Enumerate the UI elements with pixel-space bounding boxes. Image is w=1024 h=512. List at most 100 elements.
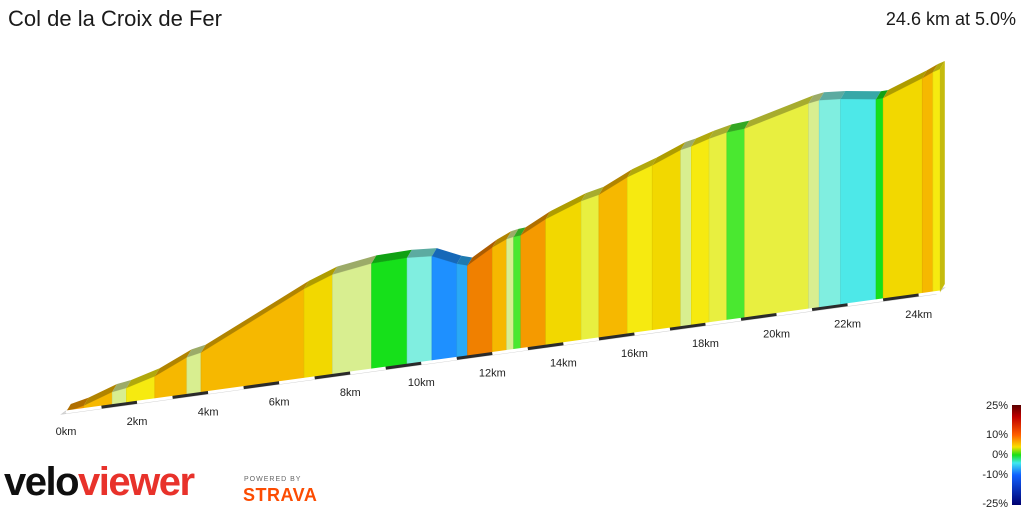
profile-ridge-1 [83,384,117,406]
axis-band-20 [776,308,813,316]
axis-band-10 [421,356,458,365]
axis-band-16 [634,327,671,336]
profile-segment-13 [467,246,493,358]
profile-segment-20 [598,176,628,340]
x-tick-label: 22km [834,319,861,331]
legend-label-25: 25% [986,400,1008,412]
profile-ridge-15 [506,228,519,240]
profile-segment-32 [882,77,923,301]
profile-segment-30 [840,98,877,307]
profile-ridge-14 [492,231,512,248]
profile-segment-28 [808,99,820,311]
profile-ridge-16 [513,227,526,237]
axis-band-17 [669,322,706,331]
profile-ridge-28 [808,92,825,104]
axis-band-3 [172,391,209,399]
axis-band-11 [456,351,493,360]
profile-segment-27 [744,102,809,320]
profile-ridge-31 [876,90,888,100]
profile-ridge-8 [332,255,377,275]
x-tick-label: 24km [905,309,932,321]
profile-segment-11 [431,255,458,363]
profile-ridge-21 [627,157,658,178]
x-tick-label: 12km [479,367,506,379]
axis-band-24 [918,290,941,297]
axis-band-23 [882,293,919,302]
gradient-segments [65,68,941,413]
profile-segment-15 [506,236,514,352]
profile-ridge-17 [520,211,551,236]
x-tick-label: 10km [408,377,435,389]
profile-segment-26 [726,128,745,322]
profile-ridge-9 [371,249,412,264]
veloviewer-logo: veloviewer [4,460,195,504]
chart-title: Col de la Croix de Fer [8,6,222,31]
profile-ridge [66,61,945,412]
profile-ridge-33 [922,64,938,79]
profile-segment-14 [492,238,507,354]
axis-band-4 [207,386,244,394]
profile-end-cap [940,61,945,293]
profile-ridge-18 [545,193,586,220]
profile-ridge-12 [456,255,473,266]
axis-band-2 [136,395,173,404]
axis-band-21 [811,303,848,312]
profile-ridge-10 [407,248,437,258]
axis-band-13 [527,342,564,351]
profile-segment-29 [818,98,841,309]
axis-band-1 [101,400,138,409]
legend-label-10: 10% [986,429,1008,441]
axis-band-7 [314,371,351,380]
profile-ridge-5 [186,344,206,358]
distance-axis [65,290,941,414]
x-tick-label: 8km [340,387,361,399]
legend-label-neg10: -10% [982,469,1008,481]
profile-segment-18 [545,200,582,347]
profile-segment-12 [456,263,468,359]
profile-segment-10 [406,255,433,366]
legend-label-neg25: -25% [982,498,1008,510]
profile-ridge-30 [840,90,881,100]
x-tick-label: 6km [269,397,290,409]
axis-band-14 [563,337,600,346]
profile-segment-33 [921,71,934,295]
profile-segment-23 [680,145,692,328]
profile-ridge-22 [652,141,686,166]
profile-segment-8 [332,263,372,376]
axis-band-0 [65,405,102,414]
profile-ridge-0 [66,397,89,412]
profile-segment-9 [371,257,408,371]
profile-segment-7 [303,274,333,380]
x-tick-label: 18km [692,338,719,350]
axis-band-12 [492,347,529,355]
x-tick-label: 20km [763,328,790,340]
profile-segment-24 [691,138,710,327]
profile-segment-19 [580,194,600,342]
distance-tick-labels: 0km 2km 4km 6km 8km 10km 12km 14km 16km 18km 20km 2… [56,309,933,438]
profile-segment-5 [186,352,202,396]
axis-band-18 [705,317,742,326]
axis-band-6 [278,376,315,385]
profile-ridge-19 [581,186,604,202]
profile-segment-34 [932,68,941,294]
x-tick-label: 16km [621,348,648,360]
legend-label-0: 0% [992,449,1008,461]
profile-ridge-3 [126,368,160,388]
strava-logo: STRAVA [243,485,318,505]
profile-segment-21 [627,164,653,336]
profile-segment-22 [651,149,681,332]
profile-ridge-13 [467,239,498,266]
axis-band-15 [598,332,635,341]
x-tick-label: 0km [56,426,77,438]
profile-ridge-4 [154,349,192,377]
profile-ridge-24 [691,130,714,147]
profile-segment-16 [513,234,522,351]
profile-ridge-29 [819,90,846,101]
axis-band-8 [350,366,386,375]
profile-ridge-6 [201,280,309,353]
axis-band-22 [847,298,884,307]
profile-ridge-25 [709,124,732,139]
axis-band-5 [243,381,280,390]
profile-ridge-7 [304,266,338,289]
profile-segment-25 [708,131,728,325]
